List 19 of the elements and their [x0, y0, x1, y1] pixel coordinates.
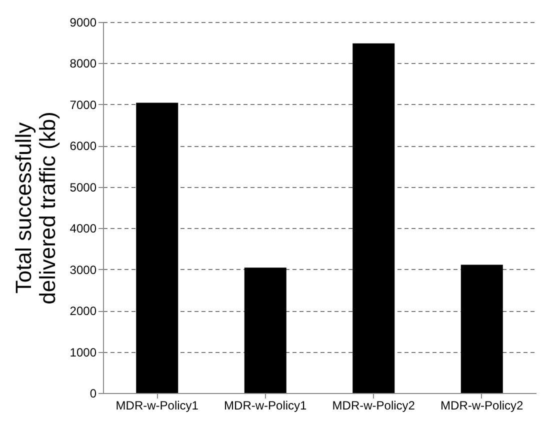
y-tick-label: 3000 [70, 262, 97, 277]
bar [460, 264, 503, 393]
y-tick-label: 2000 [70, 304, 97, 318]
x-tick-label: MDR-w-Policy2 [332, 398, 416, 412]
y-tick-label: 4000 [70, 222, 97, 236]
bar [352, 43, 395, 393]
bar [244, 268, 286, 393]
y-tick-label: 5000 [70, 180, 97, 194]
y-tick-label: 6000 [70, 139, 97, 154]
x-tick-label: MDR-w-Policy1 [116, 398, 199, 412]
x-tick-label: MDR-w-Policy2 [440, 398, 524, 412]
y-tick-label: 7000 [70, 98, 97, 112]
bar [136, 102, 178, 393]
y-tick-label: 9000 [70, 16, 97, 30]
y-tick-label: 1000 [70, 345, 97, 360]
y-tick-label: 0 [90, 386, 97, 400]
y-axis-title: Total successfully delivered traffic (kb) [10, 112, 60, 304]
x-tick-label: MDR-w-Policy1 [224, 398, 308, 412]
y-tick-label: 8000 [70, 56, 97, 71]
